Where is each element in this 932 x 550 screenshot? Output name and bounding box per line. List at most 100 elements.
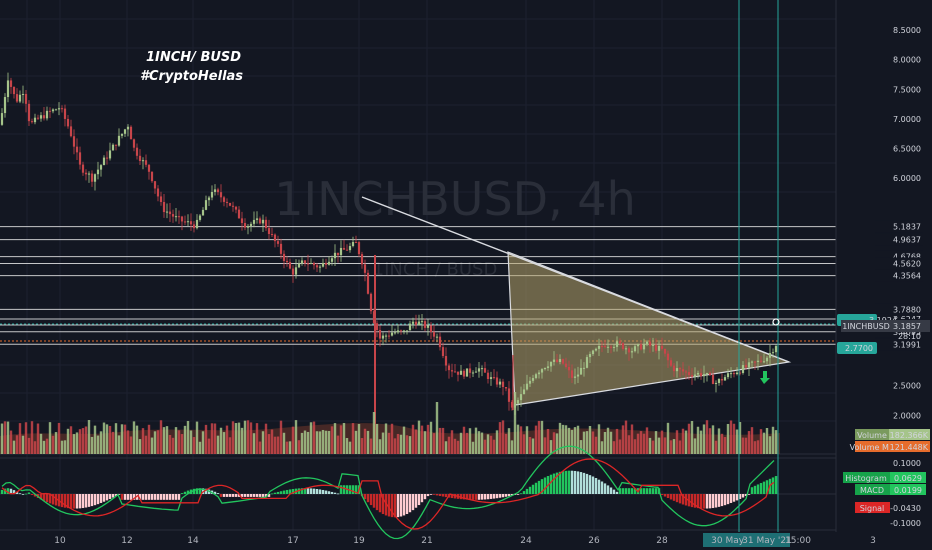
- volume-bar: [135, 425, 139, 454]
- volume-bar: [144, 435, 148, 454]
- volume-tag[interactable]: [855, 429, 889, 440]
- current-time-value: 28:10: [898, 332, 921, 341]
- macd-histogram-bar: [759, 483, 763, 494]
- macd-histogram-bar: [702, 494, 706, 509]
- volume-bar: [696, 426, 700, 454]
- candle-body: [294, 267, 298, 275]
- volume-bar: [354, 430, 358, 454]
- macd-histogram-bar: [723, 494, 727, 506]
- volume-bar: [252, 433, 256, 454]
- macd-histogram-bar: [261, 494, 265, 497]
- volume-bar: [342, 422, 346, 454]
- macd-histogram-bar: [132, 494, 136, 500]
- candle-body: [213, 189, 217, 192]
- macd-name: MACD: [860, 486, 884, 495]
- candle-body: [48, 110, 52, 112]
- macd-histogram-bar: [426, 494, 430, 497]
- candle-body: [708, 373, 712, 375]
- macd-histogram-bar: [126, 494, 130, 500]
- candle-body: [675, 368, 679, 372]
- candle-body: [420, 321, 424, 323]
- candle-body: [426, 325, 430, 328]
- macd-histogram-bar: [507, 494, 511, 497]
- candle-body: [69, 126, 73, 137]
- macd-histogram-bar: [414, 494, 418, 508]
- candle-body: [588, 354, 592, 358]
- macd-tag[interactable]: [855, 484, 890, 495]
- candle-body: [435, 336, 439, 338]
- volume-bar: [309, 422, 313, 454]
- candle-body: [279, 243, 283, 254]
- candle-body: [300, 260, 304, 264]
- macd-tick-bottom: -0.1000: [890, 519, 921, 528]
- macd-histogram-bar: [27, 492, 31, 494]
- volume-ma-tag[interactable]: [855, 441, 889, 452]
- candle-body: [486, 372, 490, 380]
- volume-bar: [489, 435, 493, 454]
- volume-bar: [366, 430, 370, 454]
- macd-value-tag[interactable]: [890, 484, 926, 495]
- candle-body: [150, 171, 154, 182]
- signal-tag[interactable]: [855, 502, 890, 513]
- macd-histogram-bar: [774, 476, 778, 494]
- macd-histogram-bar: [390, 494, 394, 518]
- volume-bar: [327, 430, 331, 454]
- volume-bar: [36, 423, 40, 454]
- candle-body: [219, 192, 223, 198]
- candle-body: [525, 383, 529, 390]
- macd-histogram-bar: [642, 488, 646, 494]
- volume-ma-value-tag[interactable]: [889, 441, 930, 452]
- macd-histogram-bar: [96, 494, 100, 505]
- volume-bar: [321, 429, 325, 454]
- volume-bar: [759, 429, 763, 454]
- macd-histogram-bar: [174, 494, 178, 500]
- macd-histogram-bar: [105, 494, 109, 501]
- trend-line[interactable]: [361, 196, 790, 363]
- macd-histogram-bar: [285, 489, 289, 494]
- volume-bar: [474, 427, 478, 454]
- volume-bar: [573, 427, 577, 454]
- title-pair: 1INCH/ BUSD: [146, 50, 241, 65]
- macd-histogram-bar: [699, 494, 703, 509]
- macd-histogram-bar: [654, 488, 658, 494]
- volume-bar: [471, 441, 475, 454]
- macd-histogram-bar: [264, 494, 268, 497]
- volume-bar: [3, 421, 7, 454]
- candle-body: [723, 377, 727, 381]
- candle-body: [168, 211, 172, 215]
- symbol-tag[interactable]: [841, 320, 890, 332]
- macd-histogram-bar: [168, 494, 172, 500]
- volume-bar: [645, 427, 649, 454]
- candle-body: [192, 224, 196, 229]
- candle-body: [537, 372, 541, 375]
- volume-bar: [0, 423, 4, 454]
- macd-histogram-bar: [222, 494, 226, 497]
- macd-histogram-bar: [129, 494, 133, 500]
- macd-histogram-bar: [429, 494, 433, 495]
- current-price-tag[interactable]: [890, 320, 930, 332]
- macd-histogram-bar: [378, 494, 382, 513]
- watermark-sub: 1INCH / BUSD: [373, 259, 498, 280]
- marker-2-7700-tag[interactable]: [837, 342, 877, 354]
- volume-bar: [543, 437, 547, 454]
- volume-bar: [774, 430, 778, 454]
- candle-body: [228, 202, 232, 206]
- candle-body: [348, 246, 352, 251]
- macd-histogram-bar: [525, 488, 529, 494]
- volume-value-tag[interactable]: [889, 429, 930, 440]
- candle-body: [402, 330, 406, 332]
- volume-bar: [24, 422, 28, 454]
- macd-histogram-bar: [372, 494, 376, 508]
- volume-bar: [522, 434, 526, 454]
- histogram-name: Histogram: [845, 474, 887, 483]
- macd-histogram-bar: [711, 494, 715, 509]
- candle-body: [750, 361, 754, 363]
- cursor-date-tag-2[interactable]: [744, 533, 790, 547]
- volume-bar: [414, 429, 418, 454]
- histogram-tag[interactable]: [843, 472, 890, 483]
- histogram-value-tag[interactable]: [890, 472, 926, 483]
- volume-bar: [408, 436, 412, 454]
- macd-histogram-bar: [237, 494, 241, 497]
